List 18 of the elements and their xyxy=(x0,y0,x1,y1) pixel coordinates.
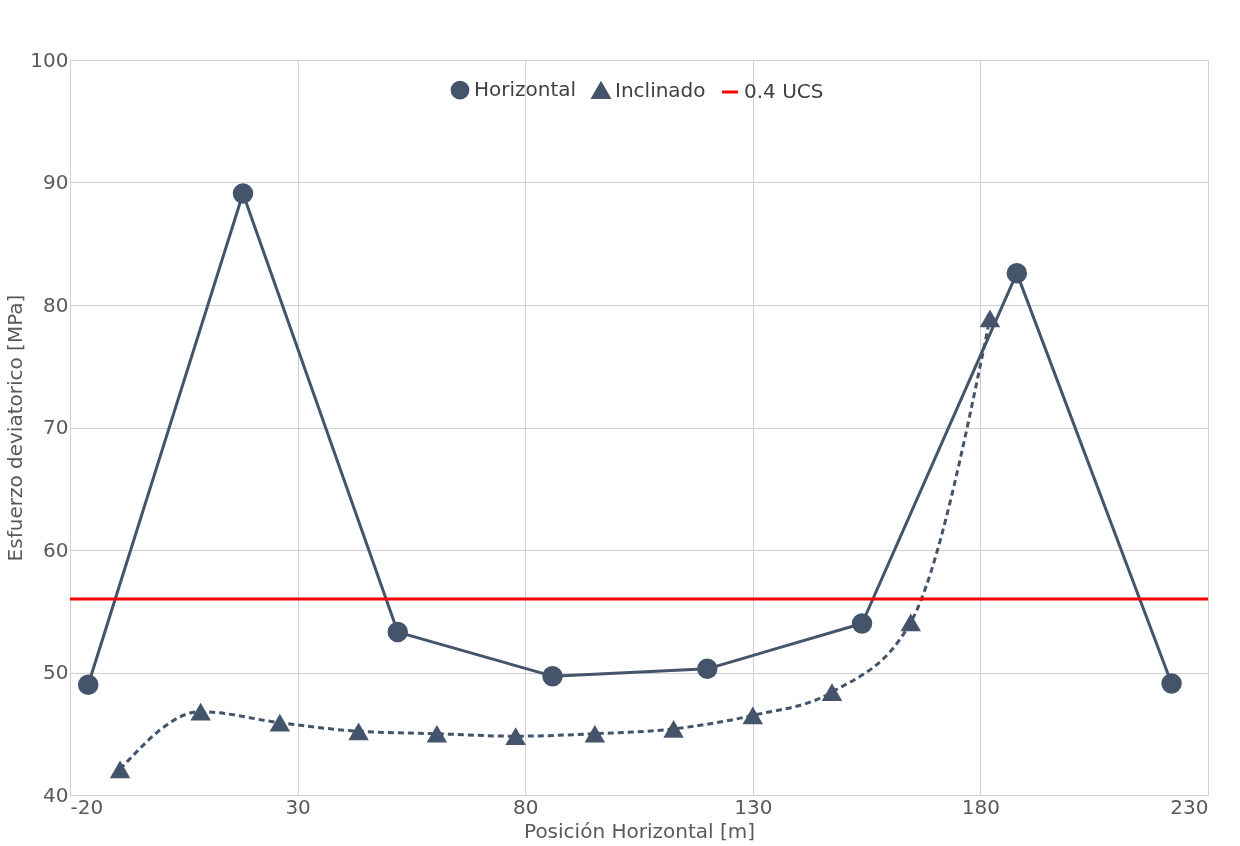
x-axis-title: Posición Horizontal [m] xyxy=(524,818,755,843)
x-tick-label: 80 xyxy=(512,794,539,819)
x-tick-label: 30 xyxy=(285,794,311,819)
y-tick-label: 90 xyxy=(43,170,69,194)
y-axis-title: Esfuerzo deviatorico [MPa] xyxy=(3,294,28,562)
x-tick-label: 230 xyxy=(1170,794,1209,819)
y-tick-label: 60 xyxy=(43,537,69,562)
x-tick-label: 180 xyxy=(961,794,1000,819)
x-tick-label: -20 xyxy=(70,794,104,819)
y-tick-label: 40 xyxy=(43,782,69,807)
x-tick-label: 130 xyxy=(734,794,773,819)
y-tick-label: 70 xyxy=(43,415,69,439)
y-tick-label: 80 xyxy=(43,292,69,317)
legend-label: Inclinado xyxy=(615,77,706,102)
y-tick-label: 100 xyxy=(30,47,69,72)
y-tick-label: 50 xyxy=(43,660,69,684)
legend-label: 0.4 UCS xyxy=(744,79,824,103)
legend-label: Horizontal xyxy=(474,77,577,102)
